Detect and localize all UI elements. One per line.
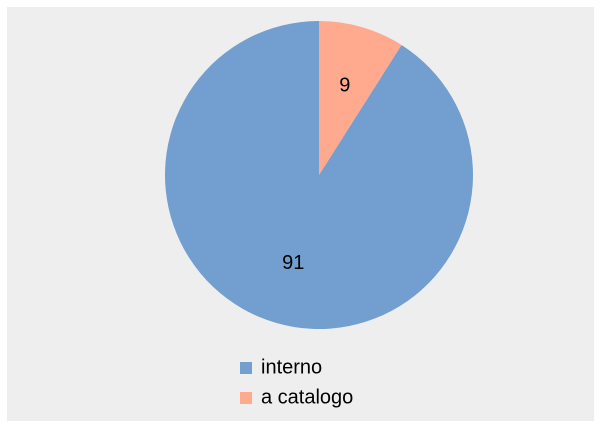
data-label: 91: [282, 252, 304, 274]
legend-swatch: [240, 392, 252, 404]
legend-swatch: [240, 362, 252, 374]
pie-slice: [319, 21, 402, 175]
data-label: 9: [339, 75, 350, 97]
legend-label: interno: [261, 356, 322, 378]
legend-label: a catalogo: [261, 386, 353, 408]
pie-slice: [165, 21, 474, 329]
